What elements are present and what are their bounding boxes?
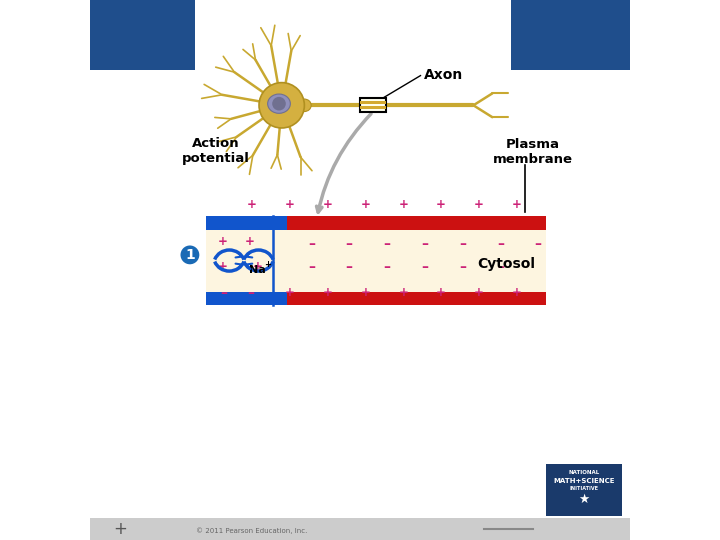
Text: –: – xyxy=(384,260,390,274)
FancyBboxPatch shape xyxy=(90,0,195,70)
FancyBboxPatch shape xyxy=(360,101,386,104)
Text: +: + xyxy=(285,286,294,299)
Text: –: – xyxy=(248,286,254,300)
Text: +: + xyxy=(361,286,370,299)
FancyBboxPatch shape xyxy=(90,518,630,540)
FancyBboxPatch shape xyxy=(360,98,386,112)
Text: +: + xyxy=(244,235,254,248)
Text: +: + xyxy=(398,198,408,211)
Text: 1: 1 xyxy=(185,248,195,262)
Text: +: + xyxy=(512,198,521,211)
Ellipse shape xyxy=(268,94,290,113)
Text: Action
potential: Action potential xyxy=(182,137,250,165)
Text: –: – xyxy=(346,237,353,251)
Text: +: + xyxy=(361,198,370,211)
Text: +: + xyxy=(285,198,294,211)
Text: INITIATIVE: INITIATIVE xyxy=(570,486,598,491)
Text: –: – xyxy=(497,260,504,274)
Text: Na: Na xyxy=(249,265,266,275)
Text: –: – xyxy=(421,260,428,274)
Text: +: + xyxy=(247,198,257,211)
Text: +: + xyxy=(113,520,127,538)
FancyBboxPatch shape xyxy=(206,216,546,229)
Text: +: + xyxy=(474,286,484,299)
Text: NATIONAL: NATIONAL xyxy=(569,470,600,475)
Text: +: + xyxy=(323,198,333,211)
Text: Cytosol: Cytosol xyxy=(477,256,535,271)
Circle shape xyxy=(259,83,305,128)
Circle shape xyxy=(179,244,201,266)
FancyBboxPatch shape xyxy=(360,106,386,109)
FancyBboxPatch shape xyxy=(546,464,622,516)
Text: –: – xyxy=(346,260,353,274)
Text: +: + xyxy=(474,198,484,211)
Text: Plasma
membrane: Plasma membrane xyxy=(492,138,573,166)
Text: –: – xyxy=(497,237,504,251)
FancyBboxPatch shape xyxy=(206,292,287,305)
FancyBboxPatch shape xyxy=(206,292,546,305)
Text: +: + xyxy=(398,286,408,299)
Text: +: + xyxy=(436,286,446,299)
FancyBboxPatch shape xyxy=(511,0,630,70)
Text: –: – xyxy=(220,286,228,300)
Text: ★: ★ xyxy=(578,493,590,506)
Text: +: + xyxy=(217,260,228,273)
Text: –: – xyxy=(308,237,315,251)
Text: +: + xyxy=(217,235,228,248)
FancyBboxPatch shape xyxy=(206,216,287,229)
Text: +: + xyxy=(323,286,333,299)
Text: Axon: Axon xyxy=(423,68,463,82)
Text: –: – xyxy=(384,237,390,251)
Text: –: – xyxy=(459,237,466,251)
Text: +: + xyxy=(253,260,262,273)
Circle shape xyxy=(272,97,286,111)
Text: –: – xyxy=(421,237,428,251)
Text: +: + xyxy=(436,198,446,211)
Text: +: + xyxy=(512,286,521,299)
Text: –: – xyxy=(308,260,315,274)
Ellipse shape xyxy=(297,99,311,112)
Text: © 2011 Pearson Education, Inc.: © 2011 Pearson Education, Inc. xyxy=(197,527,307,534)
Text: –: – xyxy=(459,260,466,274)
FancyBboxPatch shape xyxy=(206,230,546,292)
Text: MATH+SCIENCE: MATH+SCIENCE xyxy=(554,477,615,484)
Text: –: – xyxy=(535,237,541,251)
Text: +: + xyxy=(264,260,271,269)
